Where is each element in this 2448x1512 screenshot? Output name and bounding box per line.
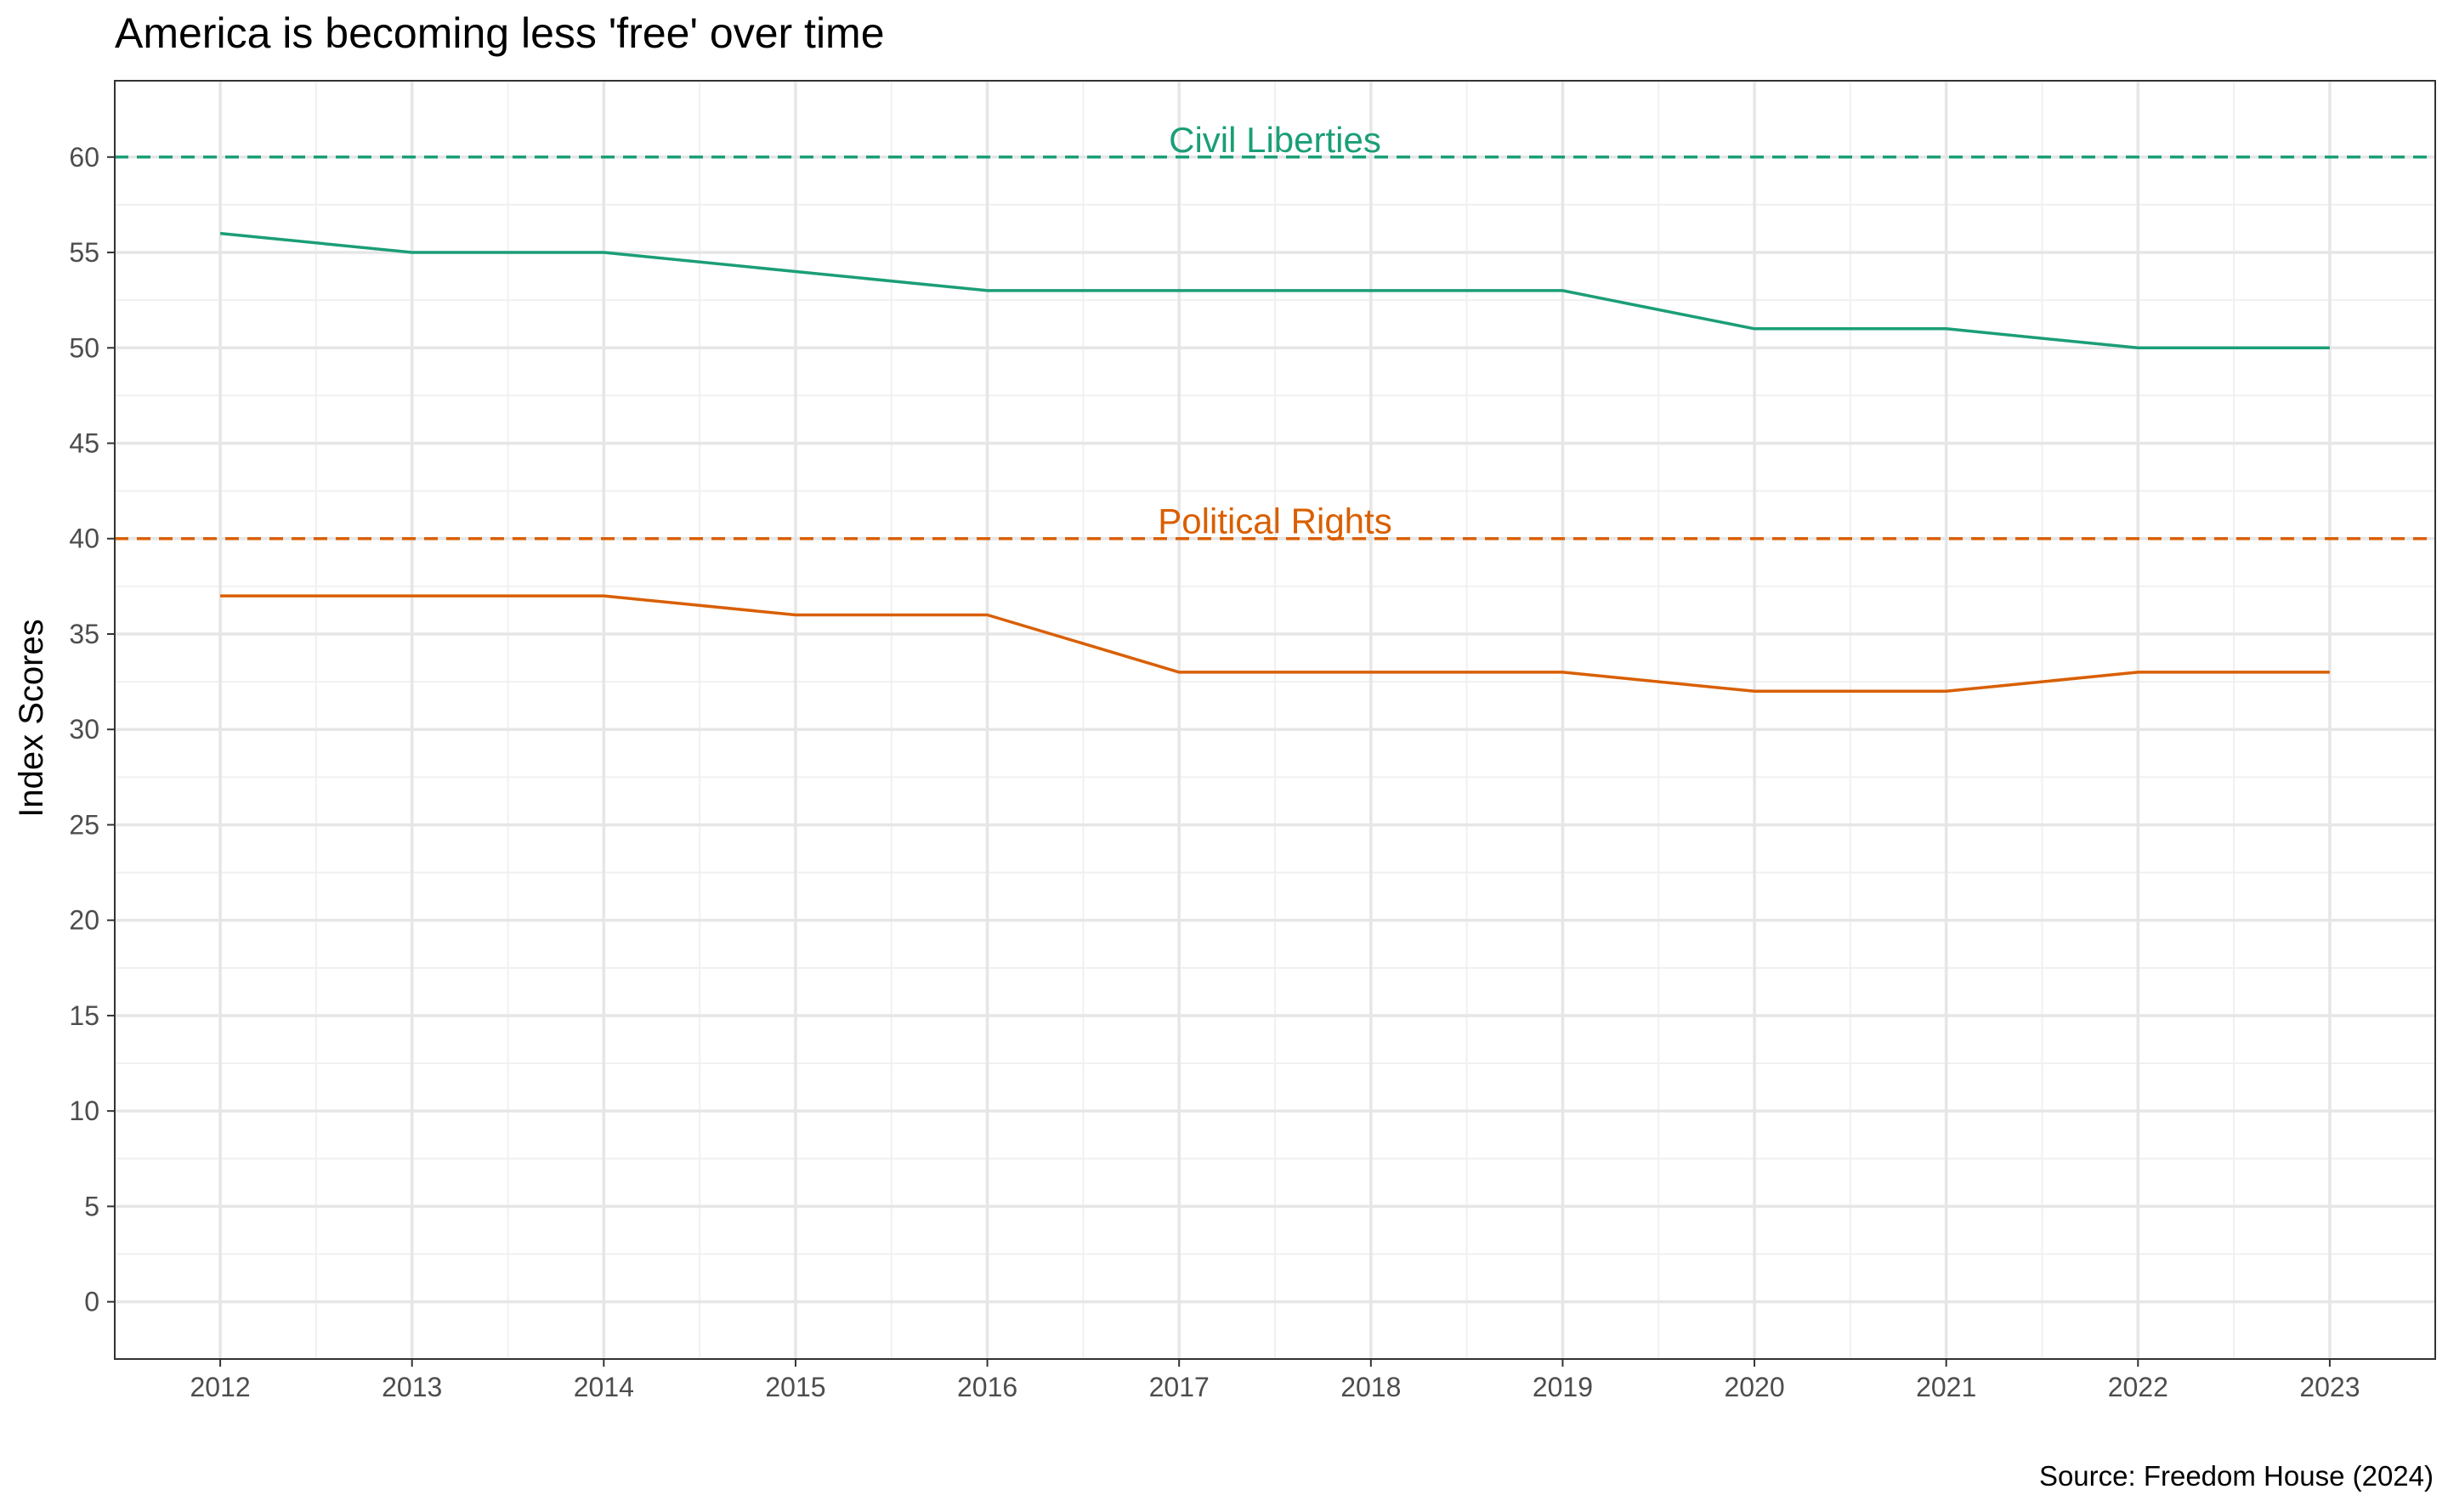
x-tick-label: 2021 [1916,1372,1976,1402]
y-tick-label: 50 [69,332,99,363]
y-tick-label: 45 [69,428,99,459]
plot-panel: Civil Liberties Political Rights [114,80,2436,1360]
reference-line-label: Civil Liberties [1169,120,1381,160]
y-tick-label: 35 [69,619,99,649]
x-tick-label: 2020 [1724,1372,1784,1402]
x-tick-label: 2022 [2108,1372,2168,1402]
chart-caption: Source: Freedom House (2024) [2038,1460,2434,1492]
series-line [219,231,2330,350]
x-tick-label: 2013 [382,1372,442,1402]
x-tick-label: 2012 [190,1372,250,1402]
x-tick-label: 2017 [1149,1372,1210,1402]
chart-title: America is becoming less 'free' over tim… [115,9,885,57]
y-tick-label: 25 [69,809,99,840]
y-axis-label: Index Scores [13,619,50,817]
x-tick-label: 2016 [957,1372,1017,1402]
x-axis: 2012 2013 2014 2015 2016 2017 2018 2019 2020 2021… [190,1359,2360,1402]
y-tick-label: 55 [69,237,99,268]
y-tick-label: 60 [69,142,99,173]
y-tick-label: 10 [69,1096,99,1126]
x-tick-label: 2023 [2299,1372,2360,1402]
y-tick-label: 20 [69,905,99,936]
y-tick-label: 0 [84,1287,99,1317]
x-tick-label: 2018 [1340,1372,1401,1402]
x-tick-label: 2019 [1533,1372,1593,1402]
y-tick-label: 30 [69,714,99,745]
x-tick-label: 2015 [765,1372,825,1402]
y-axis: 0 5 10 15 20 25 30 35 40 45 50 55 60 [69,142,115,1317]
series-line [220,594,2330,694]
y-tick-label: 15 [69,1000,99,1031]
x-tick-label: 2014 [574,1372,634,1402]
y-tick-label: 5 [84,1191,99,1221]
plot-border [114,80,2436,1360]
reference-line-label: Political Rights [1158,501,1391,541]
y-tick-label: 40 [69,524,99,554]
